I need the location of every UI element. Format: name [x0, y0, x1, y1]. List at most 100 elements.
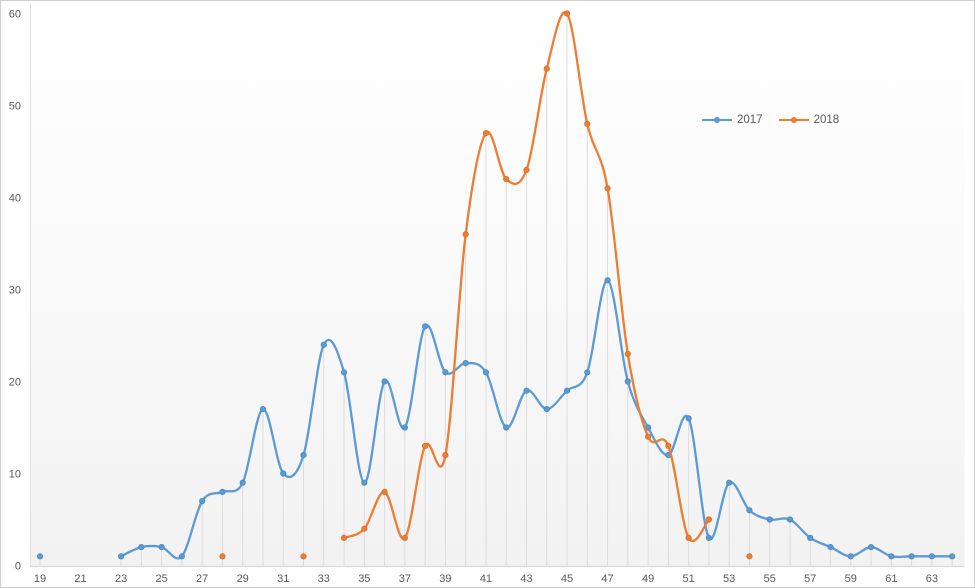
- x-tick-label: 51: [683, 573, 695, 585]
- data-point-marker-2017[interactable]: [422, 323, 429, 330]
- legend-label: 2018: [813, 114, 840, 126]
- data-point-marker-2017[interactable]: [847, 553, 854, 560]
- data-point-marker-2018[interactable]: [604, 185, 611, 192]
- data-point-marker-2017[interactable]: [746, 507, 753, 514]
- data-point-marker-2018[interactable]: [543, 65, 550, 72]
- data-point-marker-2017[interactable]: [563, 387, 571, 394]
- data-point-marker-2017[interactable]: [726, 479, 733, 486]
- data-point-marker-2018[interactable]: [624, 350, 631, 357]
- data-point-marker-2017[interactable]: [401, 424, 408, 431]
- data-point-marker-2017[interactable]: [199, 497, 206, 505]
- x-tick-label: 21: [74, 573, 86, 585]
- series-line-2017[interactable]: [119, 279, 954, 560]
- x-tick-label: 49: [642, 573, 654, 585]
- plot-area[interactable]: [30, 3, 965, 567]
- data-point-marker-2017[interactable]: [138, 543, 145, 551]
- x-tick-label: 55: [764, 573, 776, 585]
- data-point-marker-2017[interactable]: [685, 415, 692, 422]
- data-point-marker-2017[interactable]: [867, 543, 875, 551]
- data-point-marker-2017[interactable]: [340, 369, 348, 376]
- y-tick-label: 0: [15, 561, 21, 573]
- data-point-marker-2017[interactable]: [259, 405, 267, 413]
- data-point-marker-2017[interactable]: [503, 424, 510, 431]
- data-point-marker-2017[interactable]: [807, 534, 814, 542]
- data-point-marker-2017[interactable]: [442, 369, 449, 376]
- data-point-marker-2017[interactable]: [928, 553, 935, 560]
- data-point-marker-2018[interactable]: [746, 553, 753, 560]
- data-point-marker-2017[interactable]: [178, 553, 185, 560]
- data-point-marker-2017[interactable]: [300, 451, 307, 459]
- data-point-marker-2018[interactable]: [563, 10, 571, 17]
- data-point-marker-2017[interactable]: [624, 378, 631, 385]
- y-tick-label: 40: [9, 193, 21, 205]
- data-point-marker-2018[interactable]: [219, 553, 226, 560]
- legend-line-marker-icon: [778, 117, 809, 123]
- y-tick-label: 20: [9, 377, 21, 389]
- chart-legend: 2017 2018: [702, 114, 839, 126]
- data-point-marker-2017[interactable]: [888, 553, 895, 560]
- data-point-marker-2018[interactable]: [665, 442, 672, 449]
- data-point-marker-2017[interactable]: [827, 543, 834, 551]
- data-point-marker-2018[interactable]: [422, 442, 429, 449]
- data-point-marker-2017[interactable]: [949, 553, 956, 560]
- x-tick-label: 47: [601, 573, 613, 585]
- x-tick-label: 33: [318, 573, 330, 585]
- x-tick-label: 35: [358, 573, 370, 585]
- data-point-marker-2018[interactable]: [381, 488, 388, 495]
- x-tick-label: 19: [34, 573, 46, 585]
- data-point-marker-2018[interactable]: [401, 534, 408, 542]
- data-point-marker-2018[interactable]: [705, 516, 713, 523]
- data-point-marker-2018[interactable]: [584, 120, 591, 128]
- data-point-marker-2017[interactable]: [584, 369, 591, 376]
- data-point-marker-2018[interactable]: [523, 166, 530, 173]
- legend-entry-2018[interactable]: 2018: [778, 114, 840, 126]
- x-tick-label: 61: [885, 573, 897, 585]
- data-point-marker-2017[interactable]: [381, 378, 388, 385]
- x-tick-label: 45: [561, 573, 573, 585]
- y-tick-label: 60: [9, 9, 21, 21]
- data-point-marker-2017[interactable]: [219, 488, 226, 495]
- x-tick-label: 63: [926, 573, 938, 585]
- data-point-marker-2017[interactable]: [320, 341, 327, 348]
- data-point-marker-2017[interactable]: [523, 387, 530, 394]
- data-point-marker-2018[interactable]: [300, 553, 307, 560]
- x-tick-label: 53: [723, 573, 735, 585]
- data-point-marker-2017[interactable]: [482, 369, 490, 376]
- legend-label: 2017: [737, 114, 763, 126]
- x-tick-label: 29: [237, 573, 249, 585]
- data-point-marker-2018[interactable]: [503, 176, 510, 183]
- legend-line-marker-icon: [702, 117, 732, 123]
- x-tick-label: 43: [520, 573, 532, 585]
- data-point-marker-2017[interactable]: [117, 553, 125, 560]
- data-point-marker-2018[interactable]: [482, 130, 490, 137]
- x-tick-label: 37: [399, 573, 411, 585]
- data-point-marker-2017[interactable]: [280, 470, 287, 477]
- data-point-marker-2017[interactable]: [462, 359, 469, 367]
- y-tick-label: 10: [9, 469, 21, 481]
- data-point-marker-2018[interactable]: [462, 231, 469, 238]
- x-tick-label: 31: [277, 573, 289, 585]
- data-point-marker-2018[interactable]: [442, 451, 449, 459]
- data-point-marker-2017[interactable]: [604, 277, 611, 284]
- data-point-marker-2017[interactable]: [908, 553, 915, 560]
- data-point-marker-2017[interactable]: [786, 516, 794, 523]
- data-point-marker-2018[interactable]: [340, 534, 348, 542]
- data-point-marker-2017[interactable]: [705, 534, 713, 542]
- data-point-marker-2017[interactable]: [766, 516, 773, 523]
- x-tick-label: 57: [804, 573, 816, 585]
- data-point-marker-2018[interactable]: [685, 534, 692, 542]
- data-point-marker-2017[interactable]: [36, 553, 44, 560]
- data-point-marker-2018[interactable]: [644, 433, 652, 440]
- data-point-marker-2018[interactable]: [361, 525, 368, 532]
- data-point-marker-2017[interactable]: [158, 543, 165, 551]
- x-tick-label: 27: [196, 573, 208, 585]
- x-tick-label: 39: [439, 573, 451, 585]
- data-point-marker-2017[interactable]: [361, 479, 368, 486]
- data-point-marker-2017[interactable]: [239, 479, 246, 486]
- x-tick-label: 41: [480, 573, 492, 585]
- data-point-marker-2017[interactable]: [543, 405, 550, 413]
- y-tick-label: 50: [9, 101, 21, 113]
- legend-entry-2017[interactable]: 2017: [702, 114, 763, 126]
